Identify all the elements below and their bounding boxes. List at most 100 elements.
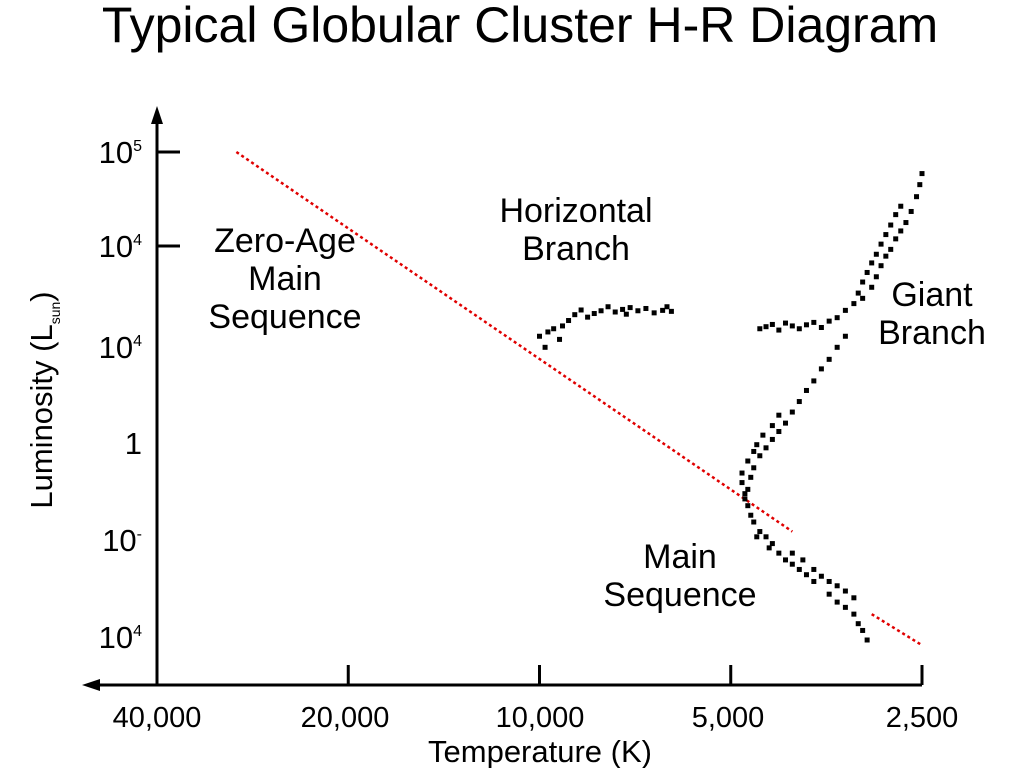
star-point: [545, 329, 551, 335]
svg-text:Luminosity (Lsun): Luminosity (Lsun): [24, 291, 63, 508]
star-point: [751, 465, 757, 471]
star-point: [834, 583, 840, 589]
star-point: [776, 550, 782, 556]
star-point: [757, 529, 763, 535]
star-point: [742, 491, 748, 497]
star-point: [826, 356, 832, 362]
x-ticks: 40,000 20,000 10,000 5,000 2,500: [113, 665, 958, 734]
star-point: [873, 251, 879, 257]
star-point: [623, 311, 629, 317]
star-point: [620, 306, 626, 312]
y-axis-arrow-icon: [151, 106, 163, 124]
star-point: [796, 326, 802, 332]
star-point: [585, 314, 591, 320]
star-point: [860, 627, 866, 633]
star-point: [751, 448, 757, 454]
star-point: [651, 310, 657, 316]
x-axis-title: Temperature (K): [428, 734, 652, 768]
zams-line: [235, 150, 923, 647]
star-point: [903, 220, 909, 226]
star-point: [893, 212, 899, 218]
star-point: [754, 442, 760, 448]
star-point: [757, 453, 763, 459]
star-point: [818, 573, 824, 579]
star-point: [842, 604, 848, 610]
star-point: [898, 228, 904, 234]
y-axis-title-close: ): [24, 291, 59, 301]
star-point: [643, 305, 649, 311]
main-sequence-label: Main Sequence: [603, 538, 756, 614]
y-tick-label: 104: [99, 330, 142, 365]
y-tick-label: 10-: [102, 523, 142, 558]
y-axis-title-text: Luminosity (L: [24, 324, 59, 508]
giant-branch-label: Giant Branch: [878, 276, 986, 352]
star-point: [635, 308, 641, 314]
star-point: [789, 561, 795, 567]
star-point: [769, 321, 775, 327]
star-point: [811, 578, 817, 584]
star-point: [834, 315, 840, 321]
star-point: [851, 301, 857, 307]
y-tick-label: 104: [99, 620, 142, 655]
star-point: [776, 327, 782, 333]
star-point: [572, 312, 578, 318]
star-point: [748, 474, 754, 480]
star-point: [748, 512, 754, 518]
star-point: [769, 436, 775, 442]
star-point: [818, 366, 824, 372]
star-point: [789, 409, 795, 415]
star-point: [760, 432, 766, 438]
star-point: [883, 253, 889, 259]
star-point: [745, 486, 751, 492]
star-point: [751, 519, 757, 525]
star-point: [605, 304, 611, 310]
star-point: [818, 324, 824, 330]
star-point: [566, 318, 572, 324]
star-point: [537, 333, 542, 339]
star-point: [908, 208, 914, 214]
y-ticks: 105 104 104 1 10- 104: [99, 135, 180, 655]
y-tick-label: 1: [125, 426, 142, 461]
star-point: [869, 260, 875, 266]
star-point: [668, 308, 674, 314]
star-point: [893, 236, 899, 242]
star-point: [834, 344, 840, 350]
star-point: [811, 566, 817, 572]
star-points: [537, 171, 925, 643]
star-point: [914, 194, 920, 200]
star-point: [842, 588, 848, 594]
star-point: [834, 599, 840, 605]
zams-line-segment: [871, 613, 923, 647]
star-point: [757, 326, 763, 332]
star-point: [869, 284, 875, 290]
y-tick-label: 105: [99, 135, 142, 170]
star-point: [811, 378, 817, 384]
star-point: [745, 458, 751, 464]
star-point: [803, 572, 809, 578]
star-point: [796, 566, 802, 572]
star-point: [557, 336, 563, 342]
star-point: [864, 269, 870, 275]
star-point: [754, 534, 760, 540]
star-point: [855, 290, 861, 296]
star-point: [888, 222, 894, 228]
star-point: [878, 263, 884, 269]
star-point: [851, 611, 857, 617]
star-point: [783, 320, 789, 326]
star-point: [763, 445, 769, 451]
star-point: [560, 323, 566, 329]
star-point: [591, 311, 597, 317]
star-point: [776, 429, 782, 435]
zams-line-segment: [235, 150, 794, 533]
star-point: [842, 333, 848, 339]
star-point: [763, 324, 769, 330]
star-point: [789, 550, 795, 556]
star-point: [739, 470, 745, 476]
star-point: [803, 387, 809, 393]
star-point: [766, 545, 772, 551]
star-point: [826, 591, 832, 597]
x-tick-label: 5,000: [692, 702, 765, 734]
star-point: [745, 503, 751, 509]
star-point: [542, 344, 548, 350]
star-point: [612, 309, 618, 315]
